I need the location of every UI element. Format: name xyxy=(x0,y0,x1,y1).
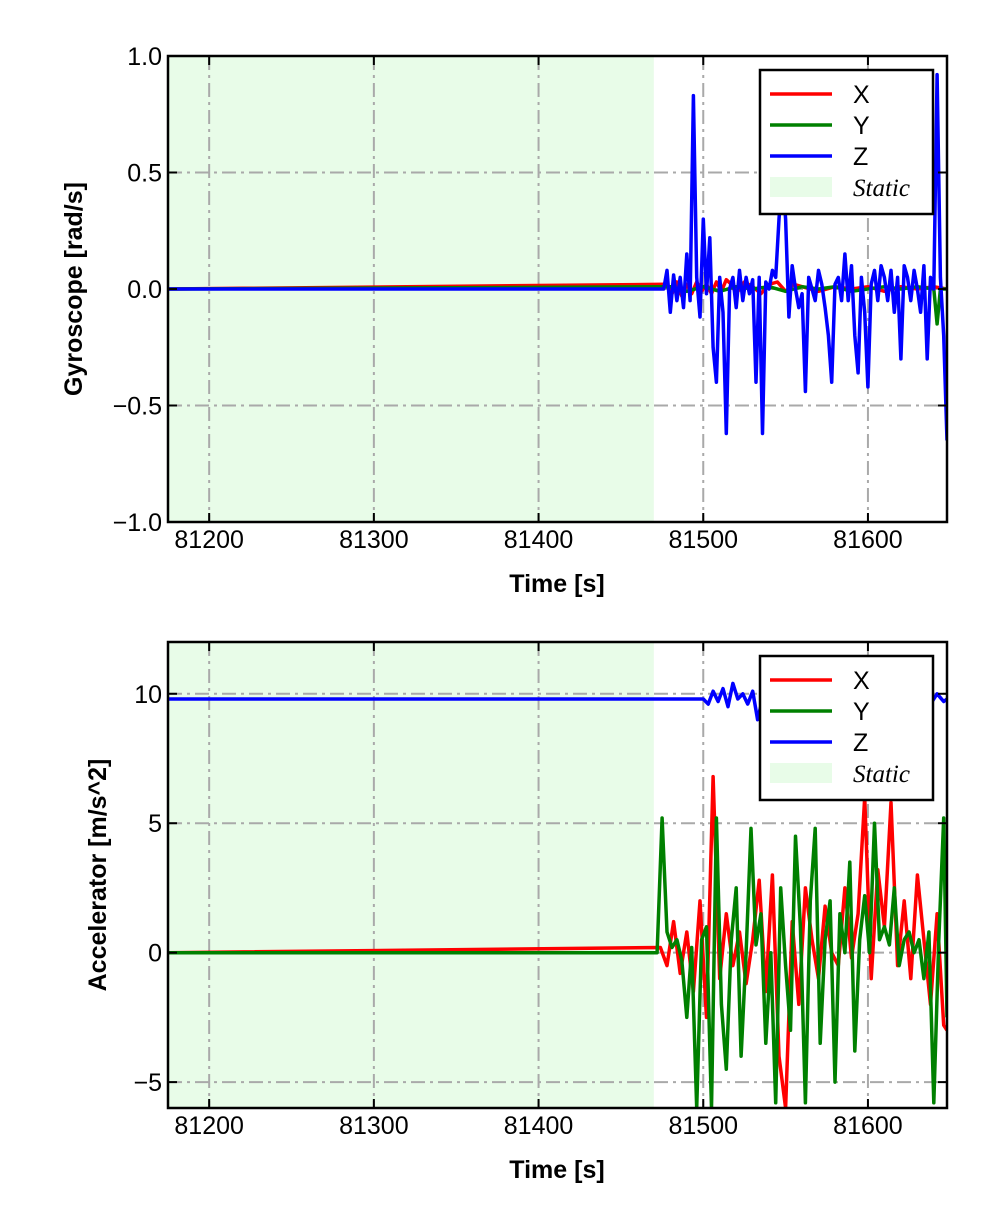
data-series xyxy=(168,72,947,441)
x-tick-label: 81500 xyxy=(668,526,738,554)
tick-marks xyxy=(168,55,947,523)
y-tick-label: 0.0 xyxy=(127,276,162,304)
legend-label-x: X xyxy=(853,81,870,109)
legend-label-static: Static xyxy=(853,175,910,202)
legend-swatch-static xyxy=(770,763,832,783)
x-tick-label: 81500 xyxy=(668,1112,738,1140)
legend-swatch-static xyxy=(770,177,832,197)
x-tick-label: 81600 xyxy=(833,1112,903,1140)
x-tick-label: 81400 xyxy=(504,526,574,554)
y-tick-label: −1.0 xyxy=(113,509,162,537)
legend-label-y: Y xyxy=(853,112,870,140)
y-axis-title: Gyroscope [rad/s] xyxy=(60,182,88,396)
y-tick-label: −0.5 xyxy=(113,393,162,421)
gyroscope-panel: 81200 81300 81400 81500 81600 −1.0 −0.5 0.0 0.5… xyxy=(60,43,949,598)
legend-label-y: Y xyxy=(853,698,870,726)
y-tick-label: 5 xyxy=(148,810,162,838)
tick-marks xyxy=(168,642,947,1108)
x-tick-label: 81200 xyxy=(174,526,244,554)
series-line-z xyxy=(168,72,947,441)
x-tick-label: 81200 xyxy=(174,1112,244,1140)
legend-label-static: Static xyxy=(853,761,910,788)
y-tick-label: 0.5 xyxy=(127,160,162,188)
x-tick-label: 81300 xyxy=(339,1112,409,1140)
x-tick-label: 81300 xyxy=(339,526,409,554)
legend-label-z: Z xyxy=(853,143,868,171)
x-tick-labels: 81200 81300 81400 81500 81600 xyxy=(174,526,902,554)
y-axis-title: Accelerator [m/s^2] xyxy=(84,759,112,992)
accelerator-panel: 81200 81300 81400 81500 81600 −5 0 5 10 Time [s… xyxy=(84,640,949,1184)
legend: X Y Z Static xyxy=(758,68,935,216)
static-region xyxy=(168,642,654,1108)
y-tick-labels: −1.0 −0.5 0.0 0.5 1.0 xyxy=(113,43,162,537)
y-tick-label: −5 xyxy=(133,1069,162,1097)
legend-label-z: Z xyxy=(853,729,868,757)
x-tick-label: 81600 xyxy=(833,526,903,554)
y-tick-label: 10 xyxy=(134,681,162,709)
y-tick-labels: −5 0 5 10 xyxy=(133,681,162,1097)
series-line-y xyxy=(168,816,947,1108)
y-tick-label: 1.0 xyxy=(127,43,162,71)
legend-label-x: X xyxy=(853,667,870,695)
static-shade xyxy=(168,642,654,1108)
y-tick-label: 0 xyxy=(148,940,162,968)
x-axis-title: Time [s] xyxy=(509,1156,604,1184)
axes-frame xyxy=(166,640,949,1110)
x-axis-title: Time [s] xyxy=(509,570,604,598)
x-tick-label: 81400 xyxy=(504,1112,574,1140)
x-tick-labels: 81200 81300 81400 81500 81600 xyxy=(174,1112,902,1140)
legend: X Y Z Static xyxy=(758,654,935,802)
